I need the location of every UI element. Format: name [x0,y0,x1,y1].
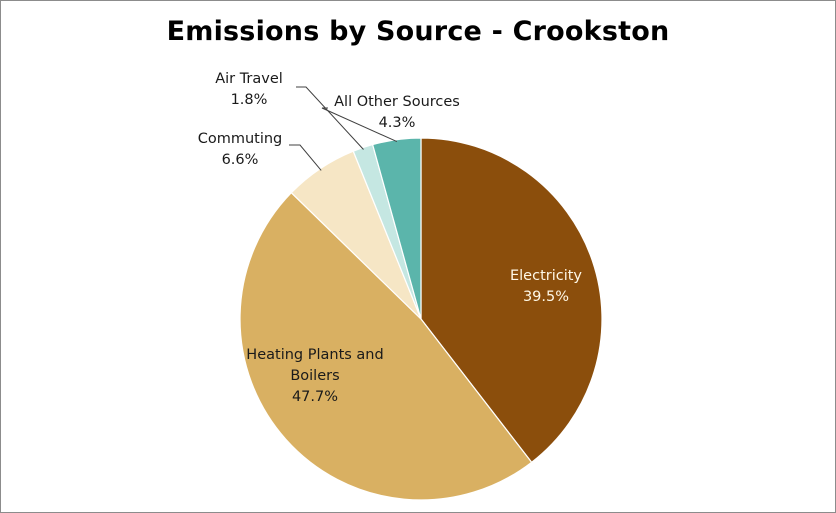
chart-title: Emissions by Source - Crookston [166,16,670,47]
leader-line-air-travel [296,86,364,150]
slice-label-commuting: Commuting 6.6% [198,131,283,168]
pie-slice-electricity [420,137,603,464]
slice-label-electricity: Electricity 39.5% [510,268,582,305]
pie-slices [239,137,603,501]
leader-line-all-other-sources [321,107,398,143]
slice-label-heating-plants-and-boilers: Heating Plants and Boilers 47.7% [246,347,383,405]
pie-slice-heating-plants-and-boilers [239,191,533,501]
pie-slice-all-other-sources [371,137,422,320]
slice-label-all-other-sources: All Other Sources 4.3% [334,94,460,131]
pie-labels: Electricity 39.5% Heating Plants and Boiler… [198,71,583,405]
slice-label-air-travel: Air Travel 1.8% [215,71,283,108]
leader-line-commuting [289,144,322,171]
